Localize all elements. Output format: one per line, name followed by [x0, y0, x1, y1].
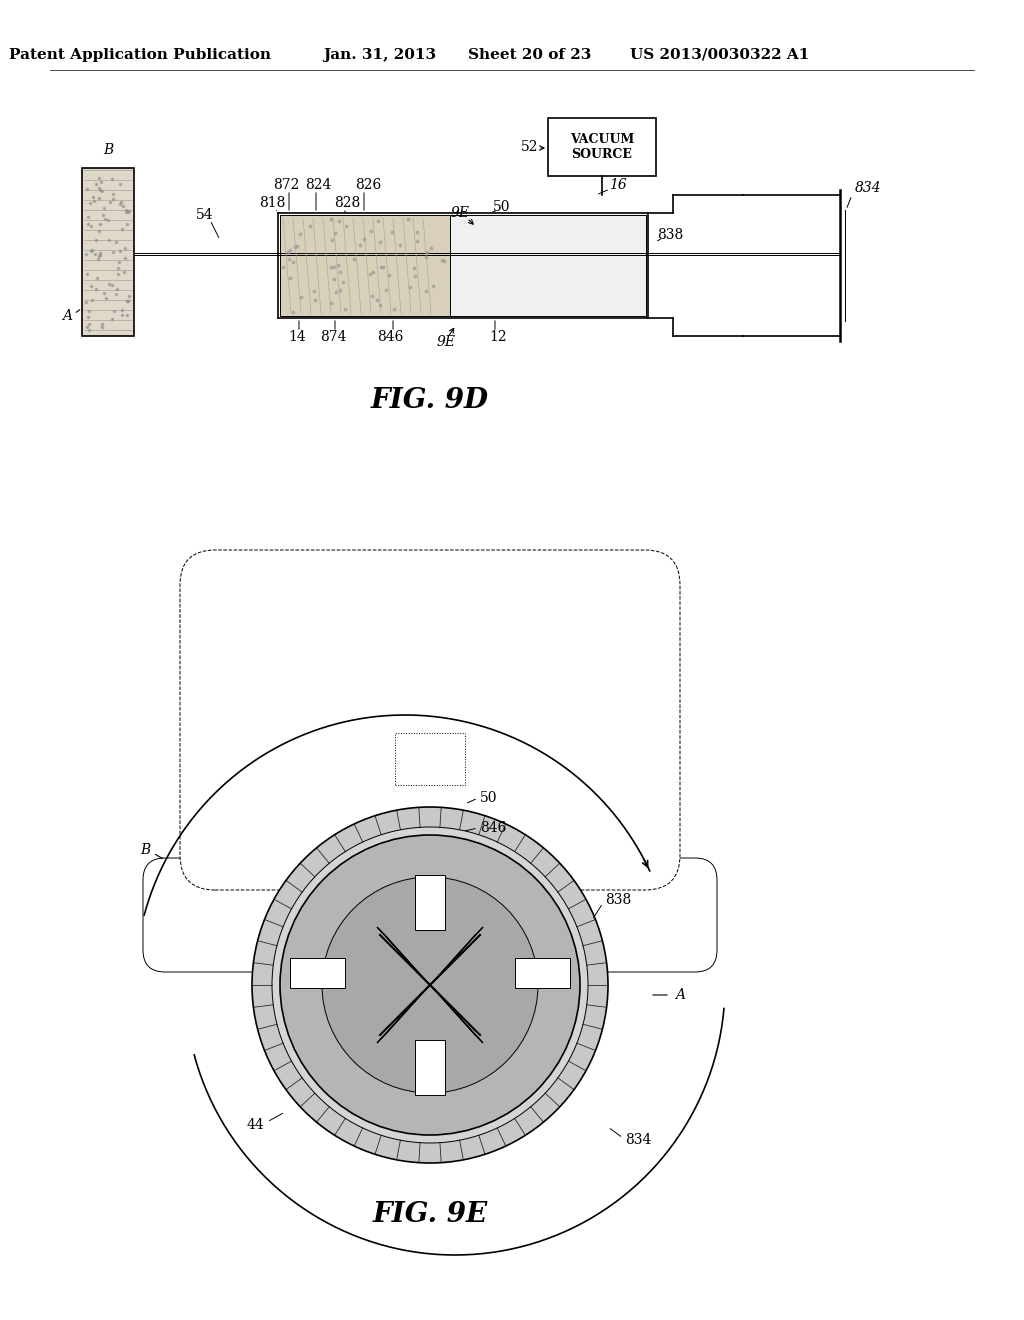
- Circle shape: [280, 836, 580, 1135]
- FancyBboxPatch shape: [483, 858, 717, 972]
- Text: 44: 44: [246, 1118, 264, 1133]
- Text: B: B: [139, 843, 150, 857]
- Text: 12: 12: [489, 330, 507, 345]
- Circle shape: [272, 828, 588, 1143]
- Text: 838: 838: [605, 894, 631, 907]
- Bar: [415, 1040, 445, 1096]
- Text: 824: 824: [305, 178, 331, 191]
- Text: 818: 818: [259, 195, 286, 210]
- FancyBboxPatch shape: [180, 550, 680, 890]
- Text: 872: 872: [272, 178, 299, 191]
- Text: Patent Application Publication: Patent Application Publication: [9, 48, 271, 62]
- Text: 52: 52: [521, 140, 539, 154]
- Text: A: A: [62, 309, 72, 323]
- Text: FIG. 9E: FIG. 9E: [373, 1201, 487, 1229]
- Text: 9E: 9E: [436, 335, 456, 348]
- Text: A: A: [675, 987, 685, 1002]
- Text: Sheet 20 of 23: Sheet 20 of 23: [468, 48, 592, 62]
- Text: B: B: [102, 143, 113, 157]
- Polygon shape: [430, 927, 483, 985]
- Text: 54: 54: [197, 209, 214, 222]
- Text: 834: 834: [625, 1133, 651, 1147]
- Text: VACUUM
SOURCE: VACUUM SOURCE: [570, 133, 634, 161]
- Circle shape: [322, 876, 538, 1093]
- Bar: [280, 215, 450, 315]
- Circle shape: [252, 807, 608, 1163]
- Polygon shape: [430, 985, 483, 1043]
- Text: 50: 50: [494, 201, 511, 214]
- FancyBboxPatch shape: [343, 663, 517, 803]
- Bar: [82, 168, 134, 337]
- Text: 14: 14: [288, 330, 306, 345]
- Bar: [290, 958, 345, 987]
- Text: 16: 16: [609, 178, 627, 191]
- Text: 846: 846: [377, 330, 403, 345]
- Text: 826: 826: [355, 178, 381, 191]
- Text: 50: 50: [480, 791, 498, 805]
- Bar: [395, 733, 465, 785]
- Polygon shape: [377, 927, 430, 985]
- FancyBboxPatch shape: [143, 858, 377, 972]
- Text: US 2013/0030322 A1: US 2013/0030322 A1: [631, 48, 810, 62]
- Text: 834: 834: [855, 181, 882, 195]
- Bar: [515, 958, 570, 987]
- Text: 9E: 9E: [451, 206, 469, 220]
- Text: FIG. 9D: FIG. 9D: [371, 387, 489, 413]
- Text: 838: 838: [656, 228, 683, 242]
- Text: Jan. 31, 2013: Jan. 31, 2013: [324, 48, 436, 62]
- Bar: [450, 215, 646, 315]
- Text: 846: 846: [480, 821, 507, 836]
- Bar: [548, 117, 656, 176]
- Text: 828: 828: [334, 195, 360, 210]
- Bar: [415, 875, 445, 931]
- Polygon shape: [377, 985, 430, 1043]
- FancyBboxPatch shape: [343, 948, 517, 1086]
- Text: 874: 874: [319, 330, 346, 345]
